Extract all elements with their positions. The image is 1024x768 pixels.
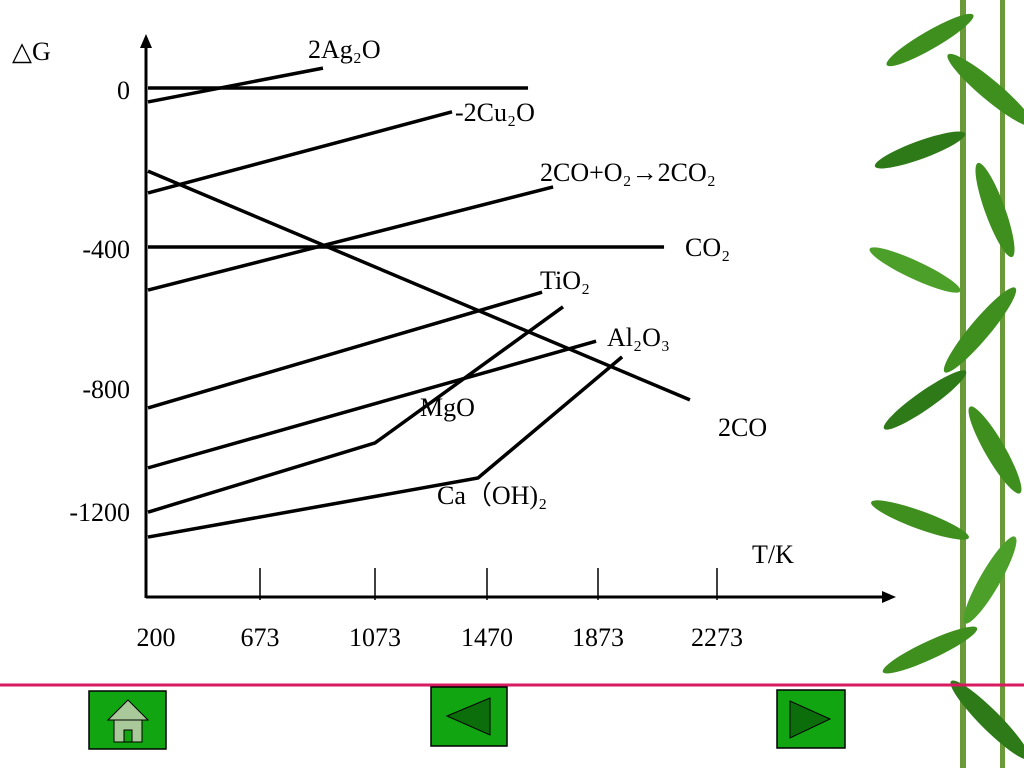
prev-button[interactable] (430, 686, 508, 747)
series-label: 2CO+O₂→2CO₂ (540, 158, 716, 187)
series-line (147, 355, 624, 539)
series-line (147, 339, 597, 470)
series-label: Ca（OH)₂ (437, 481, 547, 510)
chart: △G T/K 200 673 1073 1470 1873 2273 0 -400 -800 -1… (12, 34, 896, 652)
x-tick-label: 1873 (572, 623, 624, 652)
series-line (147, 110, 453, 195)
series-label: MgO (420, 393, 475, 422)
series-line (147, 169, 691, 402)
x-tick-label: 200 (137, 623, 176, 652)
series-label: Al₂O₃ (607, 323, 670, 352)
series-line (147, 305, 565, 514)
x-axis-label: T/K (752, 540, 794, 569)
y-tick-label: -1200 (69, 498, 130, 527)
next-button[interactable] (776, 689, 846, 749)
y-tick-label: -800 (82, 375, 130, 404)
series-label: TiO₂ (540, 266, 590, 295)
series-line (147, 66, 324, 104)
y-axis-arrow (140, 34, 152, 48)
x-tick-label: 673 (241, 623, 280, 652)
series-label: CO₂ (685, 233, 730, 262)
series-label: 2CO (718, 413, 767, 442)
y-axis-label: △G (12, 37, 51, 66)
x-axis-arrow (882, 591, 896, 603)
x-tick-label: 2273 (691, 623, 743, 652)
x-tick-label: 1470 (461, 623, 513, 652)
y-tick-label: -400 (82, 235, 130, 264)
bamboo-decoration (869, 0, 1024, 768)
y-tick-label: 0 (117, 76, 130, 105)
x-tick-label: 1073 (349, 623, 401, 652)
home-button[interactable] (88, 690, 167, 750)
series-line (147, 290, 543, 410)
series-line (147, 185, 554, 292)
series-label: 2Ag₂O (308, 35, 381, 64)
series-label: -2Cu₂O (455, 98, 535, 127)
